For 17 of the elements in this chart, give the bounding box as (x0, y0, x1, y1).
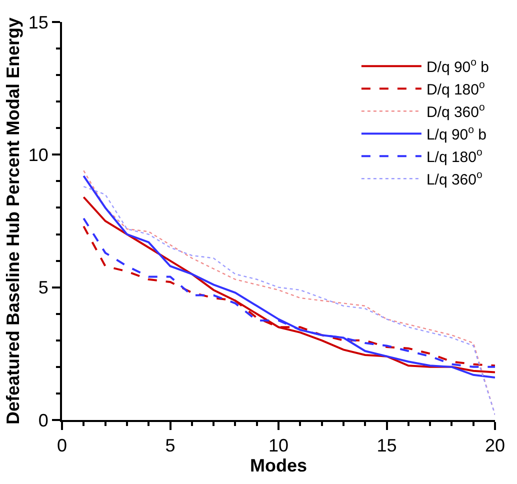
y-tick-label: 0 (38, 410, 48, 430)
x-tick-label: 10 (268, 436, 289, 456)
legend-label: D/q 180$^{o}$ (426, 79, 485, 98)
y-tick-label: 5 (38, 278, 48, 298)
x-tick-label: 0 (56, 436, 68, 456)
y-tick-label: 15 (28, 12, 48, 32)
y-tick-label: 10 (28, 144, 48, 165)
legend-label: L/q 180$^{o}$ (426, 146, 482, 166)
legend-label: L/q 360$^{o}$ (426, 169, 482, 188)
legend-label: D/q 90$^{o}$ b (426, 56, 490, 76)
y-axis-title: Defeatured Baseline Hub Percent Modal Energy (3, 17, 24, 425)
legend-label: L/q 90$^{o}$ b (426, 124, 487, 144)
legend-label: D/q 360$^{o}$ (426, 102, 485, 121)
x-tick-label: 15 (376, 436, 397, 456)
x-axis-title: Modes (250, 456, 308, 476)
x-tick-label: 20 (484, 436, 506, 456)
x-tick-label: 5 (165, 436, 176, 456)
